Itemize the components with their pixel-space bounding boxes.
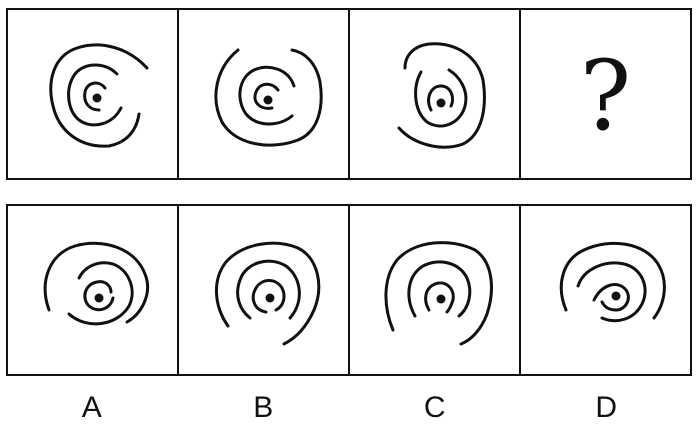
option-cell-c[interactable]	[350, 206, 521, 374]
sequence-cell-1	[8, 10, 179, 178]
option-labels: A B C D	[6, 388, 692, 428]
sequence-cell-question: ?	[521, 10, 690, 178]
option-b-figure	[214, 241, 320, 346]
spiral-figure-3	[397, 42, 486, 149]
sequence-cell-3	[350, 10, 521, 178]
spiral-figure-1	[48, 43, 148, 148]
option-label-d: D	[595, 391, 618, 424]
spiral-figure-2	[214, 48, 323, 147]
option-a-figure	[43, 241, 149, 326]
option-label-a: A	[81, 391, 102, 424]
sequence-row: ?	[6, 8, 692, 180]
option-cell-b[interactable]	[179, 206, 350, 374]
option-cell-a[interactable]	[8, 206, 179, 374]
question-mark: ?	[579, 40, 632, 152]
option-cell-d[interactable]	[521, 206, 690, 374]
option-label-b: B	[253, 391, 274, 424]
option-d-figure	[559, 241, 666, 323]
sequence-cell-2	[179, 10, 350, 178]
option-label-c: C	[423, 391, 446, 424]
options-row	[6, 204, 692, 376]
option-c-figure	[383, 241, 493, 346]
